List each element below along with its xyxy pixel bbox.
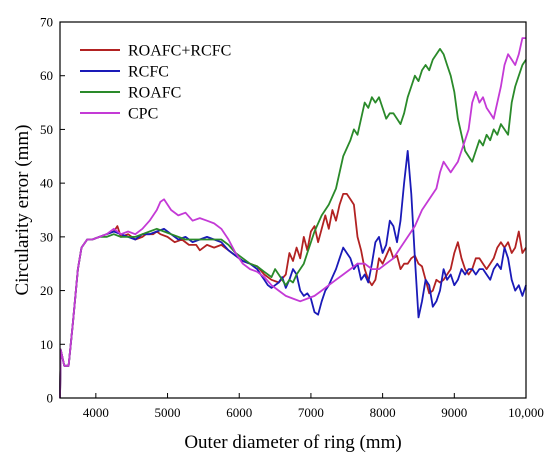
x-tick-label: 6000 (226, 405, 252, 420)
series-line-roafc (59, 48, 527, 399)
series-line-rcfc (59, 150, 527, 399)
y-tick-label: 40 (40, 176, 53, 191)
series-line-roafc-rcfc (59, 193, 527, 399)
x-axis-label: Outer diameter of ring (mm) (184, 432, 401, 453)
x-axis: 4000 5000 6000 7000 8000 9000 10,000 (83, 393, 544, 420)
plot-lines (59, 37, 527, 399)
legend-label: RCFC (128, 64, 169, 81)
x-tick-label: 5000 (155, 405, 181, 420)
y-tick-label: 30 (40, 229, 53, 244)
x-tick-label: 8000 (370, 405, 396, 420)
plot-frame (59, 21, 527, 399)
y-tick-label: 50 (40, 122, 53, 137)
legend-label: CPC (128, 106, 158, 123)
x-tick-label: 4000 (83, 405, 109, 420)
legend-label: ROAFC+RCFC (128, 43, 231, 60)
y-tick-label: 60 (40, 68, 53, 83)
y-axis: 0 10 20 30 40 50 60 70 (40, 15, 65, 406)
y-tick-label: 0 (47, 391, 54, 406)
x-tick-label: 9000 (441, 405, 467, 420)
legend-label: ROAFC (128, 85, 181, 102)
y-tick-label: 20 (40, 283, 53, 298)
series-line-cpc (59, 37, 526, 399)
y-axis-label: Circularity error (mm) (12, 125, 33, 296)
x-tick-label: 10,000 (508, 405, 544, 420)
x-tick-label: 7000 (298, 405, 324, 420)
y-tick-label: 70 (40, 15, 53, 30)
legend: ROAFC+RCFC RCFC ROAFC CPC (80, 43, 231, 123)
y-tick-label: 10 (40, 337, 53, 352)
